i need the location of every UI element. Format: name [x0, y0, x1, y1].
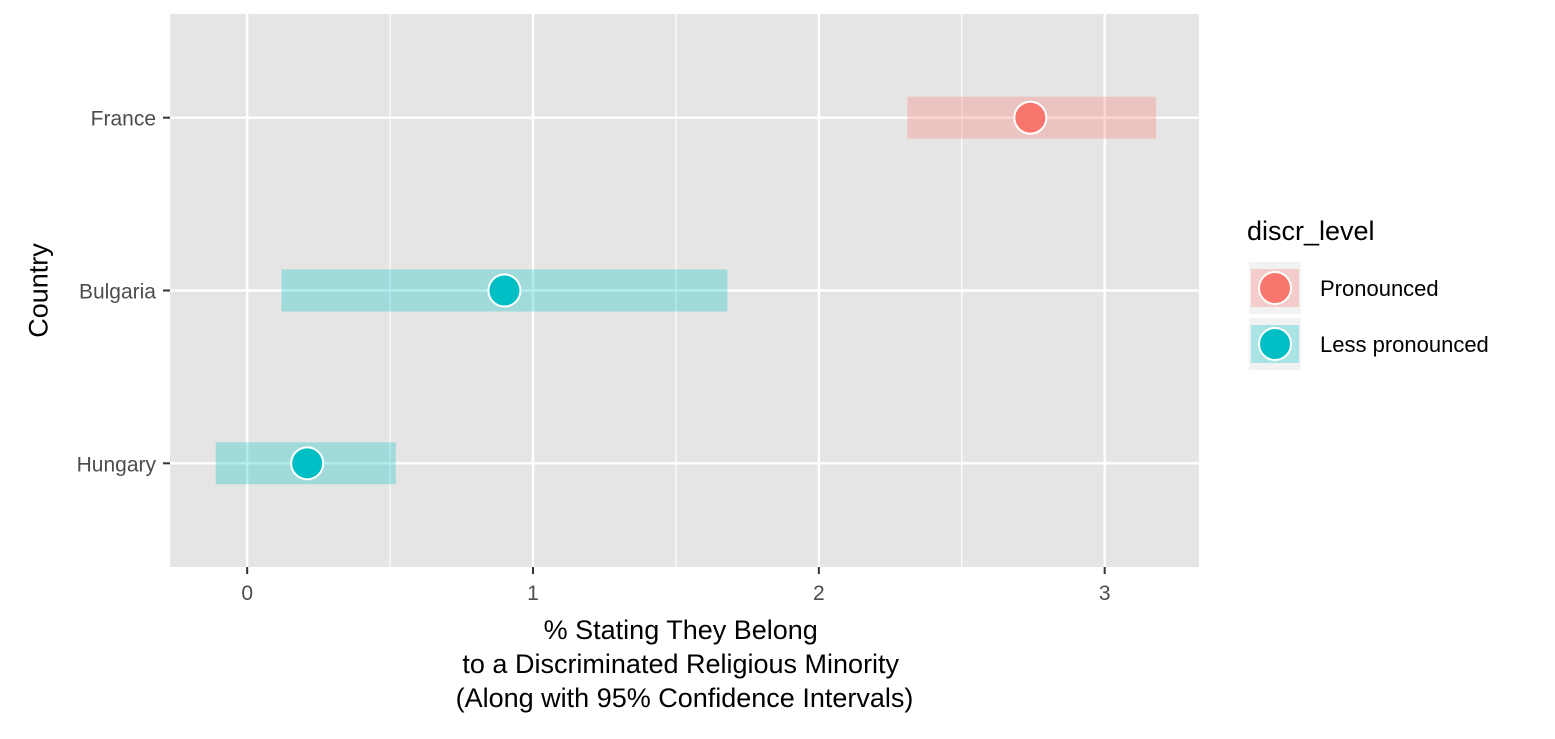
y-axis: France Bulgaria Hungary	[77, 108, 170, 476]
point-france	[1013, 100, 1048, 135]
y-tick-label-bulgaria: Bulgaria	[79, 281, 156, 304]
legend-label-pronounced: Pronounced	[1320, 276, 1439, 301]
y-tick-label-hungary: Hungary	[77, 453, 157, 476]
legend: discr_level Pronounced Less pronounced	[1247, 216, 1489, 370]
x-tick-label-3: 3	[1099, 582, 1111, 605]
y-tick-label-france: France	[91, 108, 156, 131]
legend-entries: Pronounced Less pronounced	[1249, 262, 1489, 370]
x-axis-title-line-1: % Stating They Belong	[544, 615, 818, 645]
x-axis: 0 1 2 3	[241, 567, 1111, 605]
y-axis-title: Country	[23, 243, 53, 338]
legend-label-less-pronounced: Less pronounced	[1320, 332, 1489, 357]
point-hungary	[290, 446, 325, 481]
legend-key-point-pronounced	[1258, 271, 1292, 305]
x-tick-label-1: 1	[527, 582, 539, 605]
point-layer	[290, 100, 1048, 481]
x-axis-title: % Stating They Belong to a Discriminated…	[456, 615, 914, 713]
x-axis-title-line-2: to a Discriminated Religious Minority	[462, 649, 899, 679]
point-bulgaria	[487, 273, 522, 308]
legend-key-point-less-pronounced	[1258, 327, 1292, 361]
grid-layer	[170, 14, 1199, 567]
x-tick-label-2: 2	[813, 582, 825, 605]
x-axis-title-line-3: (Along with 95% Confidence Intervals)	[456, 683, 914, 713]
x-tick-label-0: 0	[241, 582, 253, 605]
legend-title: discr_level	[1247, 216, 1375, 246]
